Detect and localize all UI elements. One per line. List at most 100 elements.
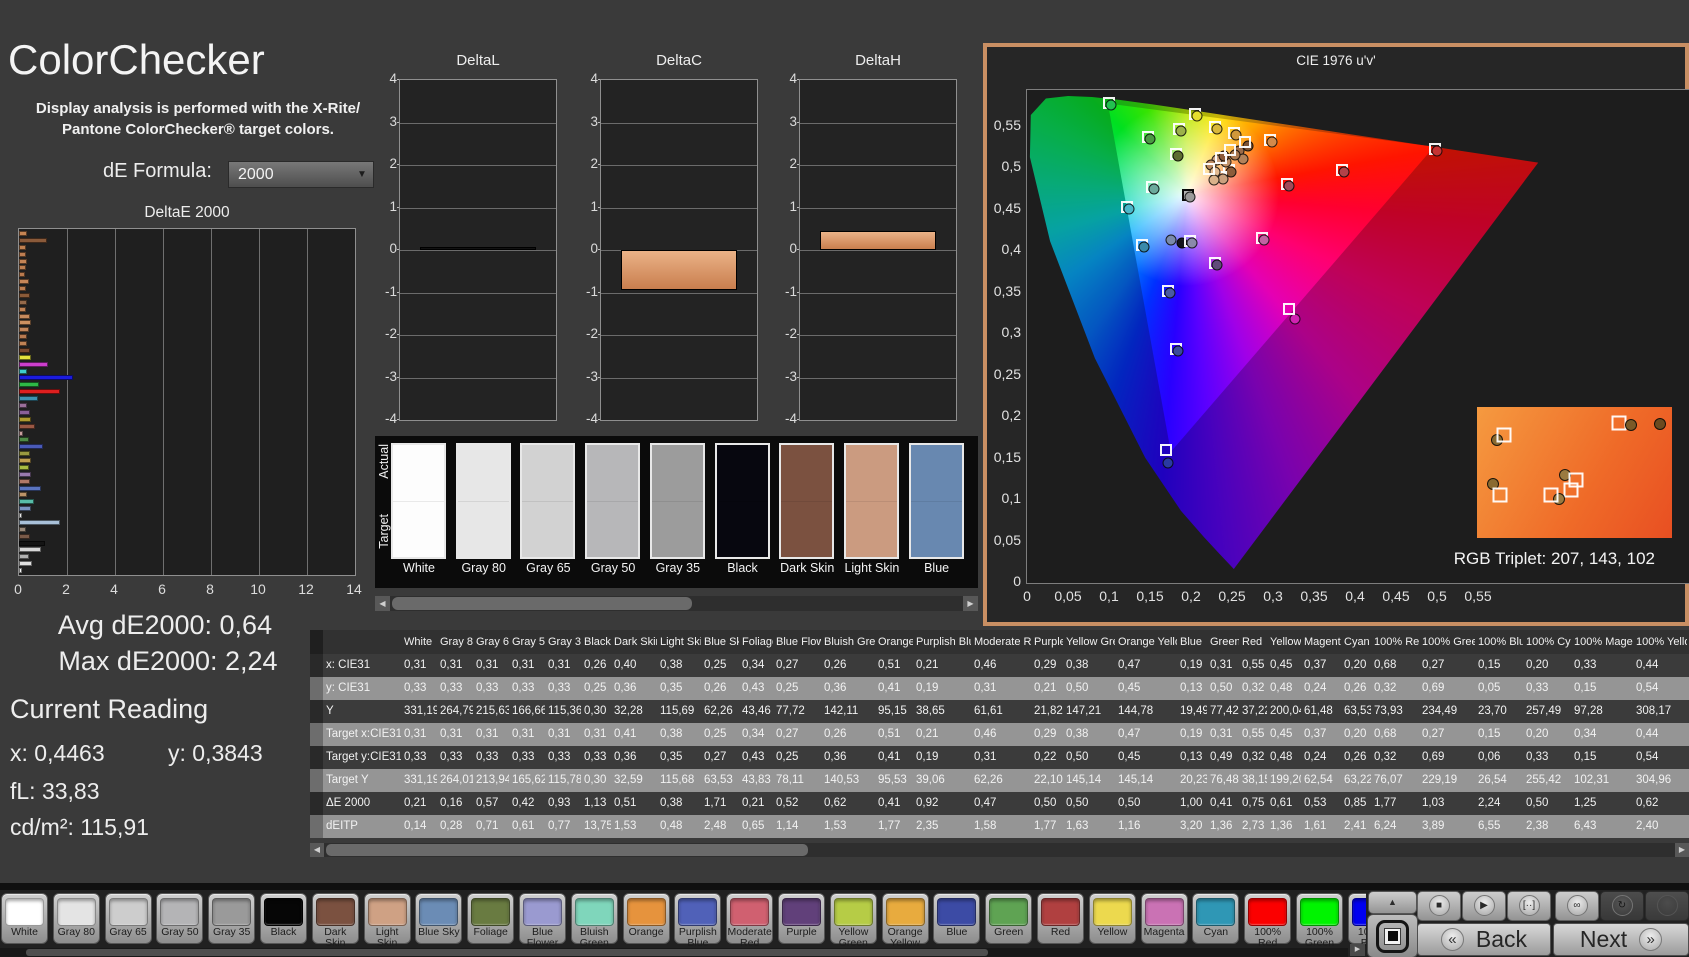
patch-button[interactable]: Gray 65	[104, 893, 152, 944]
patch-button[interactable]: Gray 35	[208, 893, 256, 944]
table-cell: 0,41	[1210, 797, 1233, 809]
scroll-right-icon[interactable]: ▶	[963, 596, 978, 611]
table-cell: 0,62	[824, 797, 847, 809]
axis-tick-label: 4	[789, 71, 797, 86]
colorchecker-swatch[interactable]	[391, 443, 446, 559]
toolbar-button[interactable]: ∞	[1555, 891, 1599, 921]
scrollbar-thumb[interactable]	[326, 844, 808, 856]
deltae-bar	[19, 526, 27, 532]
colorchecker-swatch[interactable]	[714, 443, 770, 559]
colorchecker-swatch[interactable]	[649, 443, 705, 559]
colorchecker-swatch[interactable]	[843, 443, 899, 559]
table-cell: 331,19	[404, 774, 437, 786]
patch-button[interactable]: Gray 80	[52, 893, 100, 944]
patch-button[interactable]: Dark Skin	[311, 893, 359, 948]
table-cell: 1,77	[1034, 820, 1057, 832]
patch-button[interactable]: Yellow Green	[829, 893, 877, 948]
table-cell: 32,28	[614, 705, 643, 717]
gridline	[400, 250, 556, 251]
gridline	[400, 292, 556, 294]
patch-button[interactable]: Yellow	[1088, 893, 1136, 944]
patch-button[interactable]: 100% Green	[1296, 893, 1343, 948]
scrollbar-thumb[interactable]	[392, 597, 692, 610]
patch-button[interactable]: Light Skin	[363, 893, 411, 948]
patch-window-icon	[1376, 919, 1409, 953]
toolbar-button[interactable]: ■	[1417, 891, 1461, 921]
scroll-right-icon[interactable]: ▶	[1675, 843, 1689, 857]
axis-tick-label: -1	[384, 283, 397, 299]
patch-button[interactable]: Black	[260, 893, 307, 944]
scroll-right-icon[interactable]: ▶	[1350, 944, 1365, 956]
table-cell: 0,65	[742, 820, 765, 832]
column-header: Blue Flower	[776, 636, 821, 648]
patch-button[interactable]: Blue	[933, 893, 981, 944]
deltac-chart: DeltaC 4 3 2 1 0 -1 -2 -3 -4	[578, 52, 780, 452]
patch-button[interactable]: Moderate Red	[726, 893, 774, 948]
patch-button[interactable]: Purple	[778, 893, 825, 944]
patch-button[interactable]: Bluish Green	[570, 893, 618, 948]
gridline	[400, 207, 556, 209]
patch-window-button[interactable]	[1367, 914, 1418, 957]
patch-label: Moderate Red	[727, 926, 772, 949]
colorchecker-swatch[interactable]	[520, 443, 576, 559]
patch-button[interactable]: Red	[1037, 893, 1084, 944]
next-button[interactable]: Next »	[1553, 923, 1689, 956]
expand-panel-button[interactable]: ▲	[1368, 891, 1417, 914]
table-cell: 0,19	[1180, 728, 1203, 740]
cie-measured-point	[1148, 183, 1160, 195]
patch-button[interactable]: 100% Blue	[1347, 893, 1366, 948]
gridline	[601, 165, 757, 166]
toolbar-button[interactable]	[1645, 891, 1689, 921]
table-cell: 0,93	[548, 797, 571, 809]
patch-button[interactable]: Foliage	[467, 893, 515, 944]
row-label-header	[323, 630, 401, 654]
patch-button[interactable]: White	[1, 893, 48, 944]
patch-color-chip	[1041, 898, 1080, 926]
deltae-bar	[19, 444, 43, 450]
patch-button[interactable]: Green	[985, 893, 1033, 944]
table-cell: 0,45	[1270, 659, 1293, 671]
table-cell: 2,35	[916, 820, 939, 832]
colorchecker-swatch[interactable]	[779, 443, 835, 559]
patch-button[interactable]: Purplish Blue	[674, 893, 722, 948]
axis-tick-label: -1	[784, 283, 797, 299]
patch-button[interactable]: Gray 50	[156, 893, 204, 944]
table-cell: 0,50	[1066, 797, 1089, 809]
patch-button[interactable]: Orange	[622, 893, 670, 944]
patch-label: Orange	[628, 926, 664, 938]
patch-button[interactable]: Orange Yellow	[881, 893, 929, 948]
patch-button[interactable]: Magenta	[1140, 893, 1188, 944]
scrollbar-thumb[interactable]	[26, 949, 988, 956]
back-button[interactable]: « Back	[1417, 923, 1551, 956]
axis-tick-label: 0,1	[1099, 588, 1119, 604]
deltae-bar	[19, 409, 30, 415]
patch-button[interactable]: Cyan	[1192, 893, 1240, 944]
axis-tick-label: 3	[789, 113, 797, 129]
toolbar-button[interactable]: ↻	[1600, 891, 1644, 921]
colorchecker-swatch[interactable]	[585, 443, 641, 559]
table-cell: 145,14	[1118, 774, 1154, 786]
patch-bar-scrollbar[interactable]	[0, 948, 1348, 957]
table-cell: 257,49	[1526, 705, 1562, 717]
colorchecker-swatch[interactable]	[908, 443, 964, 559]
scroll-left-icon[interactable]: ◀	[375, 596, 390, 611]
patch-button[interactable]: 100% Red	[1244, 893, 1292, 948]
deltae-bar	[19, 327, 29, 333]
de-formula-dropdown[interactable]: 2000 ▼	[228, 161, 374, 188]
toolbar-button[interactable]: ▶	[1462, 891, 1506, 921]
axis-tick-label: -3	[384, 368, 397, 384]
toolbar-button[interactable]: [··]	[1507, 891, 1551, 921]
swatch-strip-scrollbar[interactable]: ◀ ▶	[375, 596, 978, 611]
scroll-left-icon[interactable]: ◀	[310, 843, 324, 857]
table-cell: 0,51	[614, 797, 637, 809]
patch-button[interactable]: Blue Sky	[415, 893, 463, 944]
patch-button[interactable]: Blue Flower	[519, 893, 566, 948]
column-header: Gray 80	[440, 636, 473, 648]
deltae-bar	[19, 244, 27, 250]
table-cell: 1,71	[704, 797, 727, 809]
table-cell: 0,46	[974, 659, 997, 671]
table-cell: 0,50	[1118, 797, 1141, 809]
table-scrollbar[interactable]: ◀ ▶	[310, 843, 1689, 857]
current-x-value: x: 0,4463	[10, 740, 105, 766]
colorchecker-swatch[interactable]	[455, 443, 511, 559]
